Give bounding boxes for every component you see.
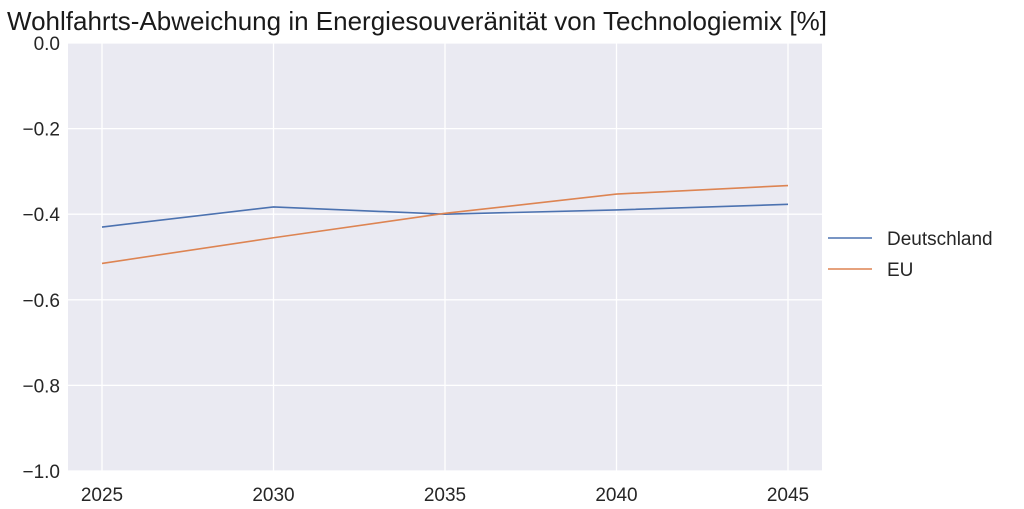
y-tick-label: −1.0 bbox=[22, 462, 60, 483]
x-tick-label: 2035 bbox=[424, 485, 466, 506]
legend-label: Deutschland bbox=[887, 229, 993, 250]
y-tick-label: −0.2 bbox=[22, 120, 60, 141]
y-axis-ticks: 0.0 −0.2 −0.4 −0.6 −0.8 −1.0 bbox=[22, 34, 60, 483]
legend: Deutschland EU bbox=[828, 229, 993, 281]
x-tick-label: 2025 bbox=[81, 485, 123, 506]
series-line-deutschland bbox=[101, 203, 789, 228]
y-tick-label: −0.8 bbox=[22, 376, 60, 397]
x-tick-label: 2040 bbox=[595, 485, 637, 506]
y-tick-label: 0.0 bbox=[34, 34, 60, 55]
x-axis-ticks: 2025 2030 2035 2040 2045 bbox=[81, 485, 809, 506]
y-tick-label: −0.6 bbox=[22, 291, 60, 312]
y-tick-label: −0.4 bbox=[22, 205, 60, 226]
chart-title: Wohlfahrts-Abweichung in Energiesouverän… bbox=[7, 6, 827, 36]
x-tick-label: 2045 bbox=[767, 485, 809, 506]
x-tick-label: 2030 bbox=[252, 485, 294, 506]
legend-label: EU bbox=[887, 260, 913, 281]
series-line-eu bbox=[101, 184, 789, 265]
series-lines bbox=[101, 184, 789, 265]
